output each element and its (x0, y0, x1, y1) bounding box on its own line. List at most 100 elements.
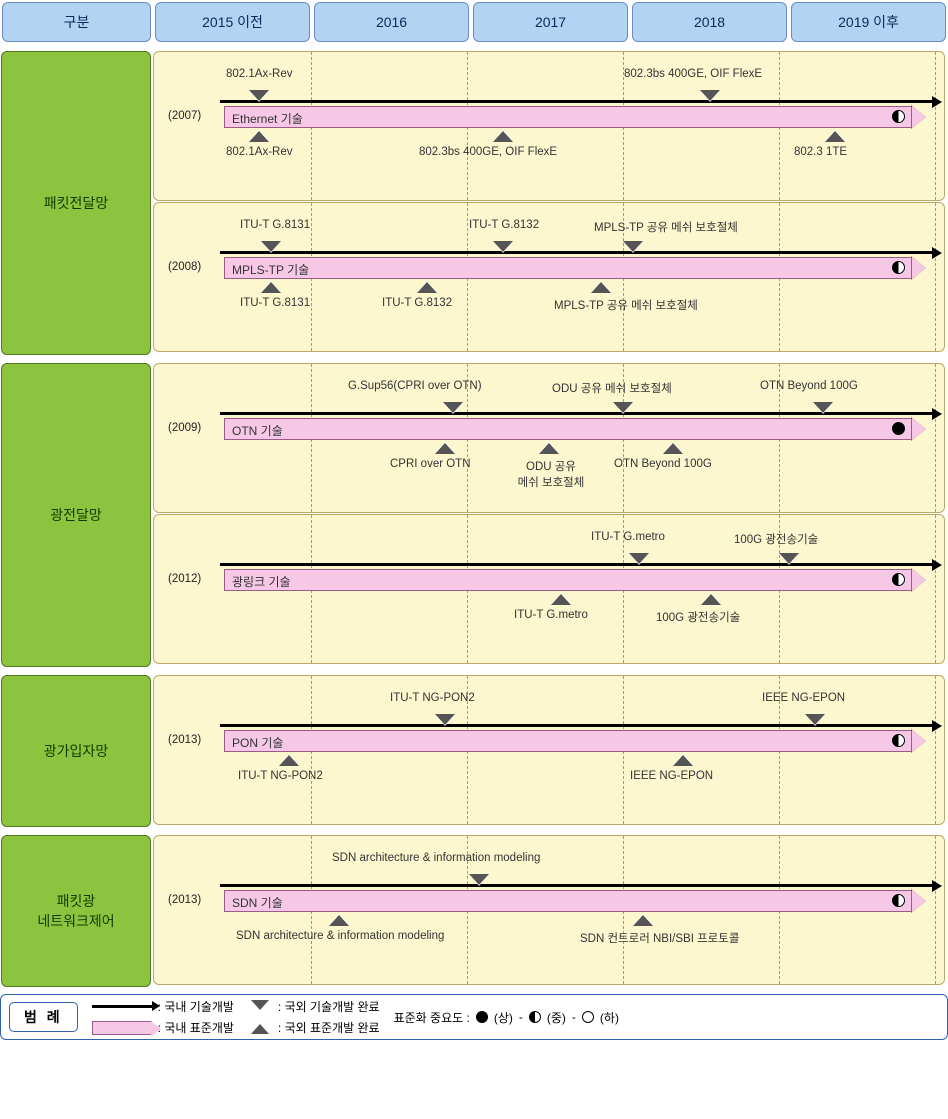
triangle-up-icon (702, 593, 720, 603)
timeline-panel: (2007) Ethernet 기술 802.1Ax-Rev 802.3bs 400G… (153, 51, 945, 201)
legend-sep: - (572, 1010, 576, 1024)
milestone-label: OTN Beyond 100G (614, 458, 712, 470)
triangle-up-icon (280, 754, 298, 764)
tech-bar-label: MPLS-TP 기술 (232, 261, 309, 278)
legend: 범 례 : 국내 기술개발: 국내 표준개발 : 국외 기술개발 완료 : 국외 표준… (0, 994, 948, 1040)
arrow-head-icon (932, 408, 942, 420)
milestone-label: IEEE NG-EPON (762, 692, 845, 704)
triangle-up-icon (552, 593, 570, 603)
triangle-up-icon (436, 442, 454, 452)
section-body: (2009)OTN 기술G.Sup56(CPRI over OTN)ODU 공유… (152, 362, 946, 668)
triangle-down-icon (806, 716, 824, 726)
milestone-label: IEEE NG-EPON (630, 770, 713, 782)
triangle-up-icon (418, 281, 436, 291)
header-cell: 2015 이전 (155, 2, 310, 42)
milestone-label: MPLS-TP 공유 메쉬 보호절체 (554, 297, 698, 313)
legend-arrow-icon (92, 1005, 152, 1008)
triangle-down-icon (701, 92, 719, 102)
milestone-label: ITU-T G.8132 (469, 219, 539, 231)
header-cell: 2017 (473, 2, 628, 42)
legend-item: : 국외 기술개발 완료 (248, 998, 380, 1015)
legend-circle-icon (476, 1011, 488, 1023)
tech-bar (224, 730, 912, 752)
legend-text: : 국내 표준개발 (158, 1019, 234, 1036)
milestone-label: OTN Beyond 100G (760, 380, 858, 392)
grid-line (935, 515, 936, 663)
milestone-label: 802.1Ax-Rev (226, 146, 292, 158)
triangle-up-icon (250, 130, 268, 140)
grid-line (935, 203, 936, 351)
legend-item: : 국내 표준개발 (92, 1019, 234, 1036)
triangle-up-icon (826, 130, 844, 140)
milestone-label: ITU-T NG-PON2 (238, 770, 323, 782)
triangle-up-icon (634, 914, 652, 924)
year-label: (2007) (168, 110, 201, 122)
triangle-up-icon (592, 281, 610, 291)
content-area: 패킷전달망 (2007) Ethernet 기술 802.1Ax-Rev 802.3bs… (0, 50, 948, 988)
tech-bar (224, 257, 912, 279)
tech-bar-tip-icon (912, 569, 926, 591)
year-label: (2013) (168, 894, 201, 906)
legend-group: : 국내 기술개발: 국내 표준개발 (92, 998, 234, 1036)
triangle-down-icon (444, 404, 462, 414)
triangle-down-icon (614, 404, 632, 414)
milestone-label: 802.3bs 400GE, OIF FlexE (624, 68, 762, 80)
section-label: 광전달망 (1, 363, 151, 667)
tech-bar (224, 418, 912, 440)
section-body: (2013)SDN 기술SDN architecture & informati… (152, 834, 946, 988)
milestone-label: CPRI over OTN (390, 458, 471, 470)
priority-circle-icon (892, 110, 905, 123)
legend-item: : 국외 표준개발 완료 (248, 1019, 380, 1036)
milestone-label: 802.3bs 400GE, OIF FlexE (419, 146, 557, 158)
triangle-up-icon (664, 442, 682, 452)
tech-bar-label: 광링크 기술 (232, 573, 291, 590)
timeline-panel: (2012)광링크 기술ITU-T G.metro100G 광전송기술ITU-T… (153, 514, 945, 664)
legend-priority: 표준화 중요도 : (상) - (중) - (하) (394, 1009, 619, 1026)
milestone-label: SDN architecture & information modeling (236, 930, 444, 942)
legend-title: 범 례 (9, 1002, 78, 1032)
milestone-label: ITU-T G.8132 (382, 297, 452, 309)
section-label: 패킷전달망 (1, 51, 151, 355)
arrow-head-icon (932, 247, 942, 259)
year-label: (2013) (168, 734, 201, 746)
priority-circle-icon (892, 734, 905, 747)
triangle-down-icon (624, 243, 642, 253)
timeline-panel: (2013)SDN 기술SDN architecture & informati… (153, 835, 945, 985)
legend-text: : 국외 표준개발 완료 (278, 1019, 380, 1036)
dev-arrow (220, 563, 932, 566)
priority-circle-icon (892, 422, 905, 435)
timeline-panel: (2013)PON 기술ITU-T NG-PON2IEEE NG-EPONITU… (153, 675, 945, 825)
milestone-label: ITU-T G.metro (514, 609, 588, 621)
milestone-label: 802.3 1TE (794, 146, 847, 158)
grid-line (935, 52, 936, 200)
milestone-label: ITU-T G.metro (591, 531, 665, 543)
dev-arrow (220, 724, 932, 727)
grid-line (935, 836, 936, 984)
priority-circle-icon (892, 894, 905, 907)
triangle-down-icon (436, 716, 454, 726)
milestone-label: G.Sup56(CPRI over OTN) (348, 380, 482, 392)
section: 광전달망(2009)OTN 기술G.Sup56(CPRI over OTN)OD… (0, 362, 948, 668)
milestone-label: SDN 컨트로러 NBI/SBI 프로토콜 (580, 930, 739, 946)
tech-bar-label: PON 기술 (232, 734, 283, 751)
legend-circle-icon (582, 1011, 594, 1023)
legend-tri-down-icon (252, 1002, 268, 1011)
section-body: (2013)PON 기술ITU-T NG-PON2IEEE NG-EPONITU… (152, 674, 946, 828)
triangle-up-icon (494, 130, 512, 140)
tech-bar-label: OTN 기술 (232, 422, 283, 439)
triangle-up-icon (262, 281, 280, 291)
tech-bar (224, 890, 912, 912)
header-cell: 2019 이후 (791, 2, 946, 42)
tech-bar (224, 569, 912, 591)
tech-bar-tip-icon (912, 418, 926, 440)
arrow-head-icon (932, 559, 942, 571)
header-cell: 2018 (632, 2, 787, 42)
legend-text: (하) (600, 1009, 619, 1026)
milestone-label: ODU 공유 메쉬 보호절체 (552, 380, 672, 396)
header-cell: 2016 (314, 2, 469, 42)
header-row: 구분2015 이전2016201720182019 이후 (0, 0, 948, 44)
year-label: (2012) (168, 573, 201, 585)
tech-bar-tip-icon (912, 890, 926, 912)
legend-tri-up-icon (252, 1023, 268, 1032)
tech-bar-label: Ethernet 기술 (232, 110, 303, 127)
